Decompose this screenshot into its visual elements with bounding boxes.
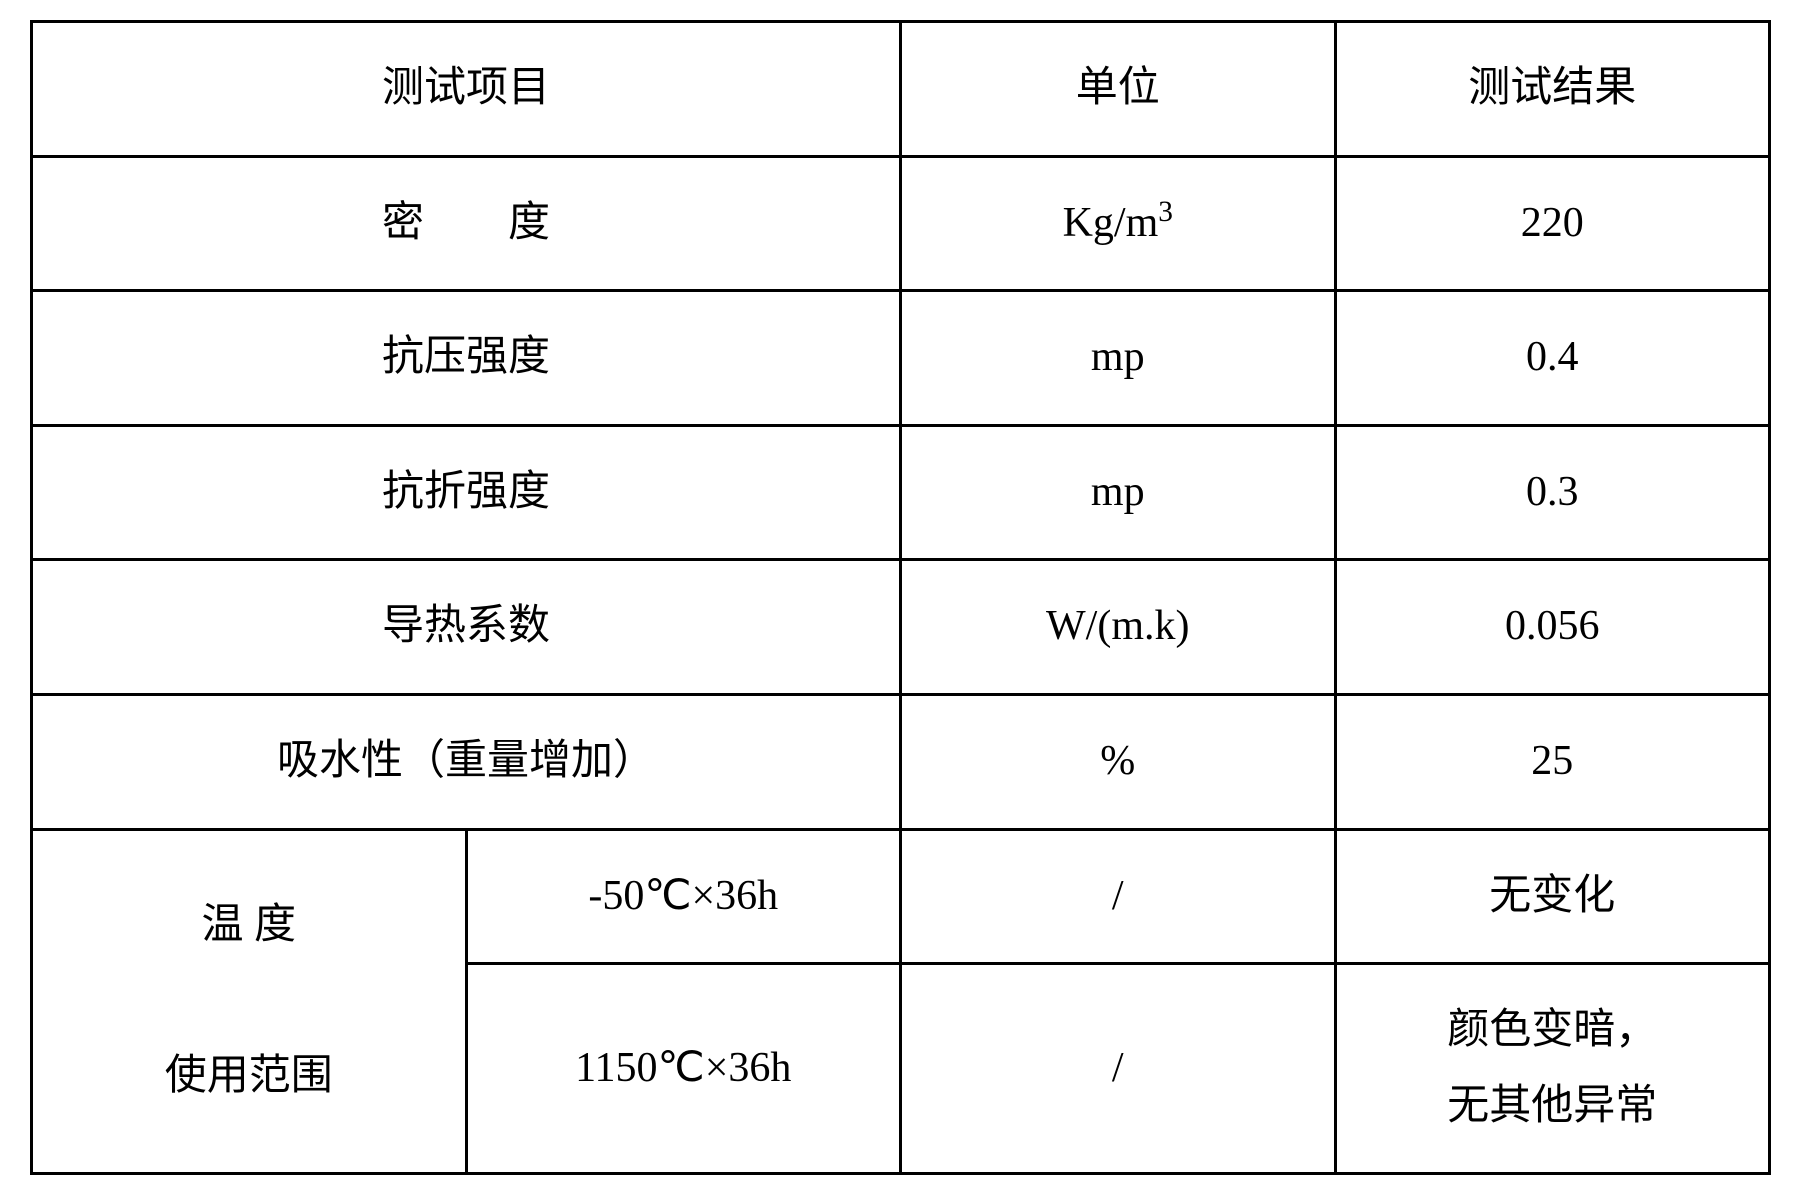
temp-cond-a: -50℃×36h: [466, 829, 901, 964]
table-row-temp-a: 温 度 使用范围 -50℃×36h / 无变化: [32, 829, 1770, 964]
row-unit: mp: [901, 291, 1336, 426]
header-result: 测试结果: [1335, 22, 1770, 157]
header-item: 测试项目: [32, 22, 901, 157]
temp-result-b-line2: 无其他异常: [1447, 1083, 1657, 1129]
row-unit: %: [901, 694, 1336, 829]
row-unit: W/(m.k): [901, 560, 1336, 695]
row-item: 抗折强度: [32, 425, 901, 560]
table-row: 导热系数 W/(m.k) 0.056: [32, 560, 1770, 695]
row-item: 抗压强度: [32, 291, 901, 426]
temp-range-label: 温 度 使用范围: [32, 829, 467, 1174]
row-result: 0.3: [1335, 425, 1770, 560]
temp-cond-b: 1150℃×36h: [466, 964, 901, 1174]
temp-result-a: 无变化: [1335, 829, 1770, 964]
table-row: 抗折强度 mp 0.3: [32, 425, 1770, 560]
temp-unit-a: /: [901, 829, 1336, 964]
row-result: 25: [1335, 694, 1770, 829]
temp-label-line2: 使用范围: [165, 1053, 333, 1099]
row-item: 导热系数: [32, 560, 901, 695]
test-results-table-container: 测试项目 单位 测试结果 密 度 Kg/m3 220 抗压强度 mp 0.4 抗…: [0, 0, 1801, 1195]
row-item: 吸水性（重量增加）: [32, 694, 901, 829]
temp-unit-b: /: [901, 964, 1336, 1174]
table-header-row: 测试项目 单位 测试结果: [32, 22, 1770, 157]
row-result: 220: [1335, 156, 1770, 291]
temp-result-b-line1: 颜色变暗，: [1447, 1007, 1657, 1053]
test-results-table: 测试项目 单位 测试结果 密 度 Kg/m3 220 抗压强度 mp 0.4 抗…: [30, 20, 1771, 1175]
row-unit: mp: [901, 425, 1336, 560]
header-unit: 单位: [901, 22, 1336, 157]
temp-result-b: 颜色变暗， 无其他异常: [1335, 964, 1770, 1174]
temp-label-line1: 温 度: [201, 902, 296, 948]
row-unit: Kg/m3: [901, 156, 1336, 291]
table-row: 吸水性（重量增加） % 25: [32, 694, 1770, 829]
row-result: 0.056: [1335, 560, 1770, 695]
table-row: 密 度 Kg/m3 220: [32, 156, 1770, 291]
row-item: 密 度: [32, 156, 901, 291]
row-result: 0.4: [1335, 291, 1770, 426]
table-row: 抗压强度 mp 0.4: [32, 291, 1770, 426]
